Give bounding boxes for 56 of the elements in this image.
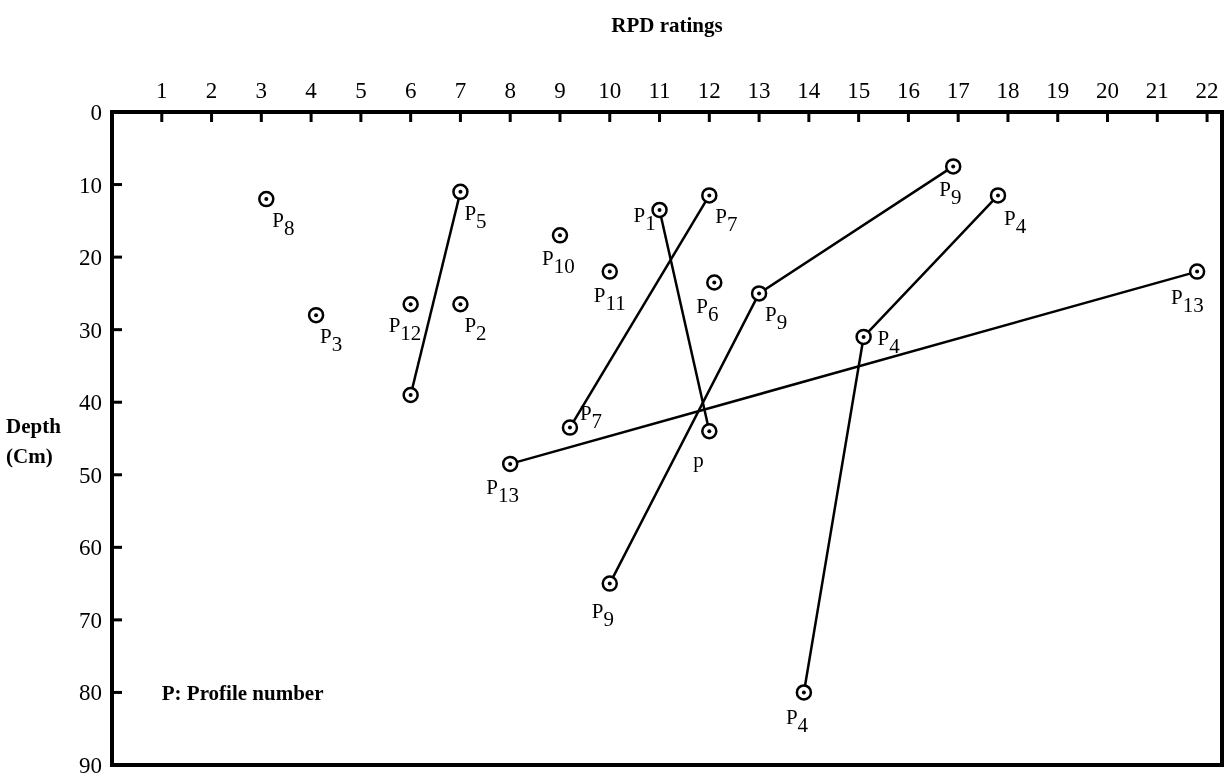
point xyxy=(989,187,1007,204)
point xyxy=(501,455,519,473)
annotation: P: Profile number xyxy=(161,680,324,705)
x-tick-label: 15 xyxy=(847,78,871,103)
x-tick-label: 1 xyxy=(156,78,168,103)
y-tick-label: 50 xyxy=(79,462,102,488)
x-tick-label: 19 xyxy=(1046,78,1070,103)
point xyxy=(944,158,962,175)
point xyxy=(601,263,619,280)
x-tick-label: 9 xyxy=(554,78,566,103)
point xyxy=(551,227,569,244)
point xyxy=(601,575,619,592)
y-tick-label: 10 xyxy=(79,172,102,198)
annotation: p xyxy=(693,448,704,473)
point xyxy=(750,285,768,302)
point xyxy=(706,274,723,291)
point xyxy=(701,422,718,440)
y-tick-label: 90 xyxy=(79,753,102,776)
x-tick-label: 14 xyxy=(797,78,821,103)
x-tick-label: 16 xyxy=(896,78,920,103)
x-tick-label: 11 xyxy=(648,78,671,103)
y-tick-label: 40 xyxy=(79,390,102,416)
x-tick-label: 5 xyxy=(355,78,367,103)
y-axis-title: Depth (Cm) xyxy=(6,413,62,468)
point xyxy=(452,296,469,313)
x-tick-label: 4 xyxy=(305,78,318,103)
x-tick-label: 22 xyxy=(1195,78,1219,103)
y-tick-label: 80 xyxy=(79,680,102,706)
point xyxy=(701,187,718,204)
x-tick-label: 20 xyxy=(1096,78,1120,103)
x-tick-label: 6 xyxy=(404,78,417,103)
point xyxy=(402,386,419,404)
point xyxy=(855,328,872,346)
x-tick-label: 17 xyxy=(946,78,970,103)
y-tick-label: 70 xyxy=(79,607,102,633)
x-axis-title: RPD ratings xyxy=(611,13,723,37)
x-tick-label: 3 xyxy=(255,78,268,103)
y-tick-label: 0 xyxy=(90,100,102,125)
point xyxy=(561,419,579,436)
point xyxy=(402,296,419,313)
x-tick-label: 10 xyxy=(598,78,622,103)
y-tick-label: 60 xyxy=(79,535,102,561)
x-tick-label: 12 xyxy=(697,78,721,103)
x-tick-label: 13 xyxy=(747,78,771,103)
point xyxy=(452,183,469,201)
y-tick-label: 20 xyxy=(79,245,102,271)
x-tick-label: 8 xyxy=(504,78,516,103)
point xyxy=(795,684,813,701)
y-tick-label: 30 xyxy=(79,317,102,343)
x-tick-label: 7 xyxy=(454,78,467,103)
x-tick-label: 2 xyxy=(205,78,218,103)
point xyxy=(307,306,325,324)
point xyxy=(1188,263,1206,280)
x-tick-label: 18 xyxy=(996,78,1020,103)
x-tick-label: 21 xyxy=(1145,78,1169,103)
point xyxy=(258,190,275,208)
